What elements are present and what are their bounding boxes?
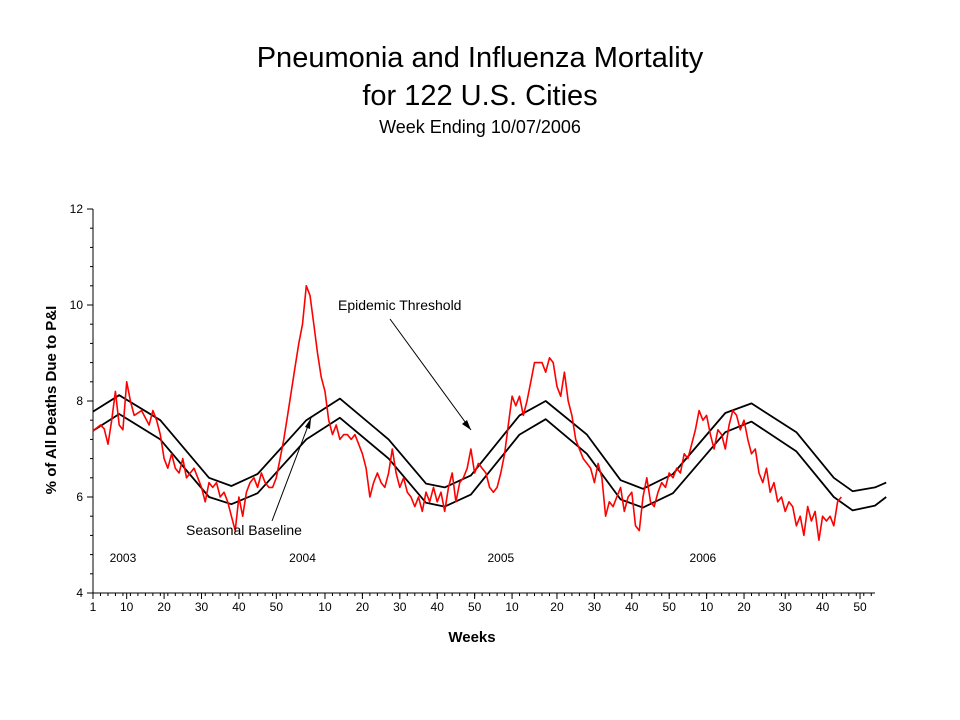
x-tick-label: 10 — [318, 600, 332, 614]
x-axis-label: Weeks — [448, 629, 495, 646]
epidemic-threshold-arrow-line — [389, 318, 472, 431]
x-tick-label: 50 — [853, 600, 867, 614]
x-tick-label: 50 — [468, 600, 482, 614]
y-tick-label: 12 — [70, 202, 84, 216]
percent-p-i-line — [92, 285, 842, 541]
y-tick-label: 6 — [76, 490, 83, 504]
seasonal-baseline-line — [92, 413, 887, 512]
x-tick-label: 20 — [356, 600, 370, 614]
x-tick-label: 10 — [700, 600, 714, 614]
tick-labels: 4 6 8 10 12 1 10 20 30 40 50 10 20 30 40 50 10 20 30 40 50 10… — [70, 202, 867, 614]
x-tick-label: 10 — [120, 600, 134, 614]
x-tick-label: 30 — [588, 600, 602, 614]
x-tick-label: 50 — [270, 600, 284, 614]
x-tick-label: 20 — [550, 600, 564, 614]
year-labels: 2003 2004 2005 2006 — [110, 551, 717, 565]
year-label-2005: 2005 — [487, 551, 514, 565]
x-tick-label: 30 — [393, 600, 407, 614]
seasonal-baseline-arrow-line — [271, 417, 312, 522]
x-tick-label: 40 — [431, 600, 445, 614]
x-tick-label: 20 — [157, 600, 171, 614]
series-lines — [92, 285, 887, 541]
epidemic-threshold-annotation: Epidemic Threshold — [338, 297, 461, 313]
epidemic-threshold-line — [92, 394, 887, 493]
x-tick-label: 40 — [625, 600, 639, 614]
x-tick-label: 30 — [195, 600, 209, 614]
chart-subtitle: Week Ending 10/07/2006 — [379, 117, 581, 137]
x-tick-label: 20 — [737, 600, 751, 614]
y-axis-label: % of All Deaths Due to P&I — [43, 306, 60, 495]
seasonal-baseline-arrowhead — [305, 418, 311, 429]
x-tick-label: 40 — [816, 600, 830, 614]
year-label-2004: 2004 — [289, 551, 316, 565]
x-tick-label: 30 — [779, 600, 793, 614]
year-label-2006: 2006 — [690, 551, 717, 565]
seasonal-baseline-annotation: Seasonal Baseline — [186, 522, 302, 538]
x-tick-label: 50 — [663, 600, 677, 614]
year-label-2003: 2003 — [110, 551, 137, 565]
epidemic-threshold-arrowhead — [462, 420, 471, 430]
tick-marks — [87, 208, 872, 599]
y-tick-label: 10 — [70, 298, 84, 312]
y-tick-label: 4 — [76, 586, 83, 600]
chart-title-line1: Pneumonia and Influenza Mortality — [257, 42, 704, 74]
x-tick-label: 40 — [232, 600, 246, 614]
x-tick-label: 10 — [505, 600, 519, 614]
y-tick-label: 8 — [76, 394, 83, 408]
chart-title-line2: for 122 U.S. Cities — [362, 80, 597, 112]
x-tick-label: 1 — [90, 600, 97, 614]
